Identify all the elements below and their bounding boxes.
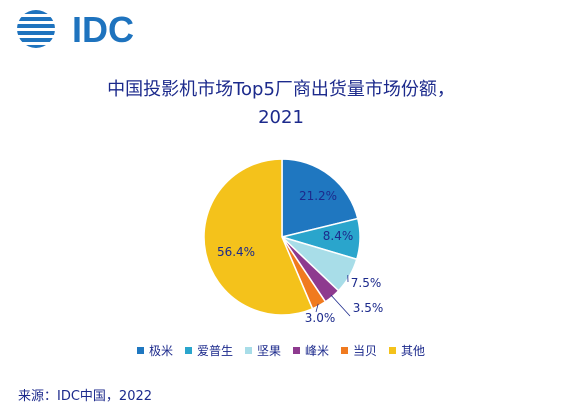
legend-swatch-3	[293, 347, 300, 354]
legend-swatch-5	[389, 347, 397, 354]
data-label-0: 21.2%	[299, 189, 337, 203]
legend-swatch-0	[136, 347, 144, 354]
logo-text: IDC	[72, 9, 134, 50]
idc-logo: IDC	[14, 8, 138, 50]
legend-label-0: 极米	[148, 344, 173, 358]
data-label-2: 7.5%	[351, 276, 382, 290]
legend-label-2: 坚果	[256, 344, 281, 358]
source-note: 来源：IDC中国，2022	[18, 389, 153, 404]
legend-item-5: 其他	[389, 342, 425, 359]
legend: 极米 爱普生 坚果 峰米 当贝 其他	[0, 342, 562, 359]
pie-slice-0	[281, 158, 359, 238]
pie-chart: 21.2% 8.4% 7.5% 3.5% 3.0% 56.4%	[203, 158, 384, 325]
legend-swatch-2	[244, 347, 252, 354]
pie-slice-5	[203, 158, 314, 316]
data-label-5: 56.4%	[217, 245, 255, 259]
legend-item-2: 坚果	[244, 342, 281, 359]
leader-line-4	[315, 303, 319, 313]
legend-item-1: 爱普生	[184, 342, 233, 359]
legend-label-4: 当贝	[353, 344, 378, 358]
chart-title-line1: 中国投影机市场Top5厂商出货量市场份额，	[107, 79, 455, 100]
legend-item-4: 当贝	[341, 342, 377, 359]
data-label-4: 3.0%	[305, 311, 336, 325]
legend-label-1: 爱普生	[196, 344, 233, 358]
chart-title-line2: 2021	[258, 107, 304, 128]
globe-icon	[17, 10, 55, 48]
legend-item-3: 峰米	[293, 342, 329, 359]
data-label-3: 3.5%	[353, 301, 384, 315]
legend-label-5: 其他	[401, 344, 426, 358]
legend-label-3: 峰米	[305, 344, 330, 358]
data-label-1: 8.4%	[323, 229, 354, 243]
legend-swatch-1	[184, 347, 192, 354]
legend-swatch-4	[341, 347, 349, 354]
legend-item-0: 极米	[136, 342, 173, 359]
leader-line-3	[330, 294, 351, 317]
